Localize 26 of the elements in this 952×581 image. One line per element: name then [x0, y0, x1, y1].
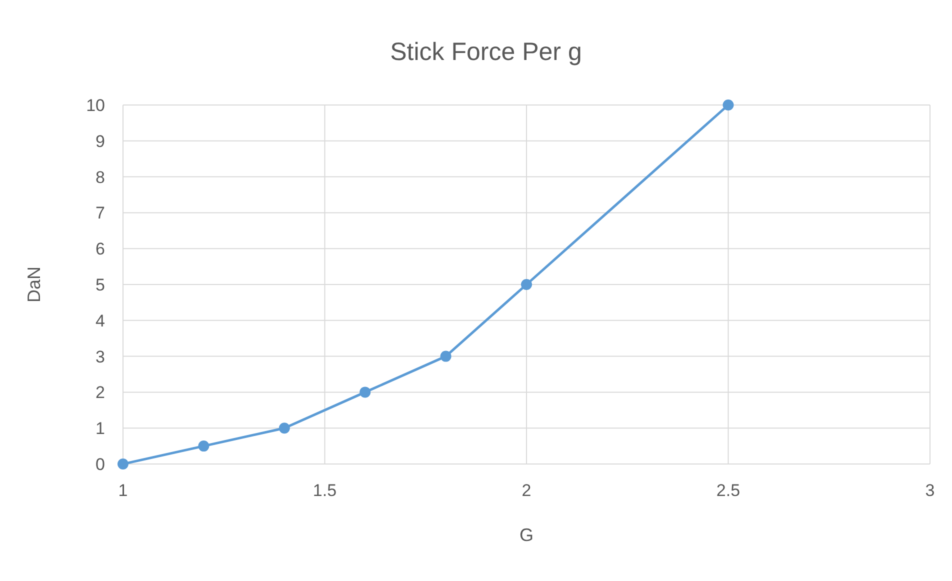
x-tick-label: 3 [925, 481, 935, 500]
x-tick-label: 1 [118, 481, 128, 500]
y-tick-label: 6 [96, 240, 105, 259]
point [360, 386, 371, 398]
point [278, 422, 290, 434]
point [440, 350, 452, 362]
x-tick-label: 2 [522, 481, 532, 500]
x-tick-label: 1.5 [312, 481, 337, 500]
y-tick-label: 9 [96, 132, 105, 151]
point [722, 100, 734, 110]
y-tick-label: 0 [96, 454, 105, 474]
y-tick-label: 4 [96, 311, 105, 330]
y-tick-label: 2 [96, 383, 105, 402]
point [118, 458, 128, 470]
y-tick-label: 10 [86, 96, 105, 115]
y-tick-label: 8 [96, 168, 105, 187]
y-tick-label: 7 [96, 204, 105, 223]
x-axis-title: G [519, 525, 534, 545]
x-tick-label: 2.5 [716, 481, 740, 500]
y-axis-title: DaN [24, 266, 44, 303]
point [521, 279, 532, 290]
y-tick-label: 3 [96, 347, 105, 366]
y-tick-label: 5 [96, 275, 105, 294]
chart-title: Stick Force Per g [390, 38, 582, 66]
point [198, 440, 210, 452]
y-tick-label: 1 [96, 419, 105, 438]
